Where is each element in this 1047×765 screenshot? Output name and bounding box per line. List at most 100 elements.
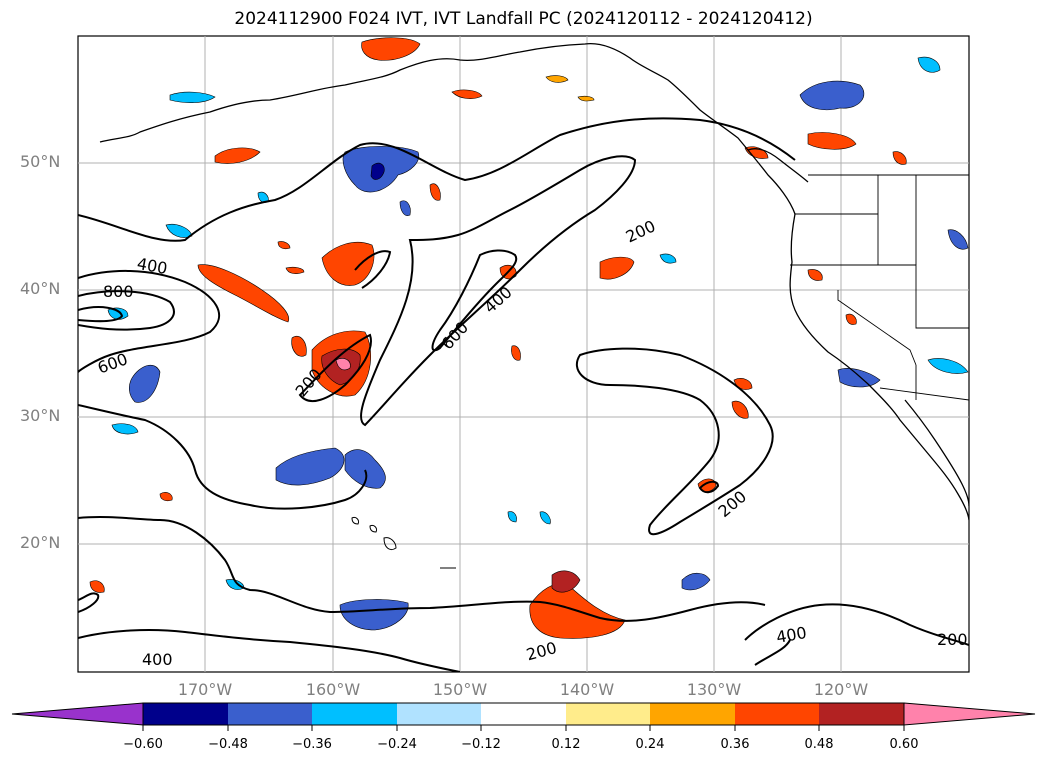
pos-blob-north-2: [451, 89, 483, 99]
colorbar-segment: [228, 703, 312, 725]
pos-blob-west-small: [291, 335, 307, 357]
pos-blob-west-7: [277, 241, 291, 250]
colorbar-segment: [481, 703, 566, 725]
colorbar-tick-label: 0.24: [635, 737, 665, 752]
contour-400-nw: [354, 250, 392, 289]
political-borders: [790, 174, 969, 401]
neg-blob-mid: [399, 200, 411, 216]
colorbar-tick-label: 0.12: [551, 737, 581, 752]
contour-400-west: [78, 269, 221, 373]
baja-coast: [904, 399, 969, 507]
contour-400-bottom-east: [754, 639, 791, 666]
contour-200-inner: [360, 155, 637, 427]
vancouver-isl: [747, 148, 809, 183]
pos-blob-alaska: [361, 37, 421, 61]
colorbar-tick-label: −0.36: [292, 737, 332, 752]
contour-800-west: [78, 306, 124, 323]
neg-blob-south-2: [681, 572, 711, 591]
pos-blob-east-2: [731, 400, 749, 419]
colorbar-segment: [143, 703, 228, 725]
pos-blob-core-3: [335, 358, 351, 371]
pos-blob-mid-3: [429, 183, 441, 201]
pos-blob-west-5: [159, 492, 173, 502]
ivt-contours: [78, 117, 969, 672]
lat-label-20n: 20°N: [20, 533, 61, 552]
colorbar-segment: [397, 703, 481, 725]
colorbar-tick-label: −0.48: [208, 737, 248, 752]
pos-blob-mid-5: [577, 95, 595, 102]
neg-blob-west-1: [129, 364, 161, 403]
contour-200-main: [78, 117, 796, 242]
neg-blob-core: [370, 162, 385, 180]
contour-label: 800: [103, 282, 134, 301]
lon-label-170w: 170°W: [177, 680, 233, 699]
neg-blob-north-1: [169, 91, 216, 103]
west-coast: [789, 213, 969, 521]
neg-blob-bc-2: [917, 56, 941, 73]
contour-400-south: [78, 592, 100, 613]
pos-blob-west-6: [285, 266, 305, 274]
contour-200-southwest: [78, 404, 368, 510]
pos-blob-center: [321, 241, 375, 286]
positive-pc-regions: [89, 37, 907, 639]
contour-label: 400: [142, 650, 173, 669]
pos-blob-coast-1: [845, 313, 857, 325]
contour-200-south: [78, 516, 766, 622]
gridlines: [78, 36, 969, 672]
pos-blob-bc: [807, 132, 857, 150]
colorbar-tick-label: 0.48: [804, 737, 834, 752]
lat-label-50n: 50°N: [20, 152, 61, 171]
coastlines: [99, 42, 969, 521]
colorbar-tick-label: 0.36: [720, 737, 750, 752]
lon-label-130w: 130°W: [686, 680, 742, 699]
colorbar-segment: [650, 703, 735, 725]
islands: [351, 517, 456, 569]
neg-blob-west-3: [111, 423, 139, 435]
colorbar-segment: [566, 703, 650, 725]
alaska-coast: [99, 42, 796, 215]
colorbar: [11, 702, 1036, 731]
lon-label-150w: 150°W: [432, 680, 488, 699]
neg-blob-subtrop-2: [344, 449, 386, 489]
neg-blob-coast-3: [947, 229, 969, 250]
pos-blob-west-4: [89, 580, 105, 593]
pos-blob-mid: [599, 256, 635, 280]
pos-blob-coast-3: [892, 151, 907, 165]
lat-label-40n: 40°N: [20, 279, 61, 298]
pos-blob-south-core: [551, 570, 581, 593]
contour-200-bottom-east: [744, 603, 969, 646]
pos-blob-lat35: [511, 345, 521, 361]
colorbar-tick-label: −0.24: [377, 737, 417, 752]
ca-nv-border: [837, 290, 917, 366]
hawaii-maui: [369, 525, 377, 533]
lat-label-30n: 30°N: [20, 406, 61, 425]
lon-label-140w: 140°W: [559, 680, 615, 699]
colorbar-tick-label: −0.12: [461, 737, 501, 752]
colorbar-extend-high: [903, 702, 1036, 726]
pos-blob-mid-4: [545, 75, 569, 83]
neg-blob-coast-2: [927, 358, 969, 374]
colorbar-tick-label: −0.60: [123, 737, 163, 752]
neg-blob-bc-1: [799, 80, 865, 111]
pos-blob-north-3: [214, 147, 261, 164]
lon-label-160w: 160°W: [305, 680, 361, 699]
contour-200-se-loop: [698, 480, 720, 494]
neg-blob-south: [339, 599, 409, 631]
pos-blob-west-band: [197, 264, 290, 323]
contour-200-tongue: [298, 333, 372, 402]
map-frame: [77, 35, 970, 673]
neg-blob-center: [659, 253, 677, 264]
colorbar-segment: [819, 703, 904, 725]
lon-label-120w: 120°W: [813, 680, 869, 699]
contour-200-east: [575, 347, 774, 536]
colorbar-outline: [142, 702, 905, 726]
hawaii-island: [383, 537, 397, 551]
negative-pc-regions: [107, 56, 969, 631]
contour-400-inner: [431, 249, 518, 352]
mexico-border: [879, 387, 969, 401]
map-title: 2024112900 F024 IVT, IVT Landfall PC (20…: [234, 9, 813, 29]
neg-blob-mid-2: [165, 223, 193, 238]
contour-label: 200: [937, 630, 968, 649]
contour-600-west: [78, 290, 175, 331]
